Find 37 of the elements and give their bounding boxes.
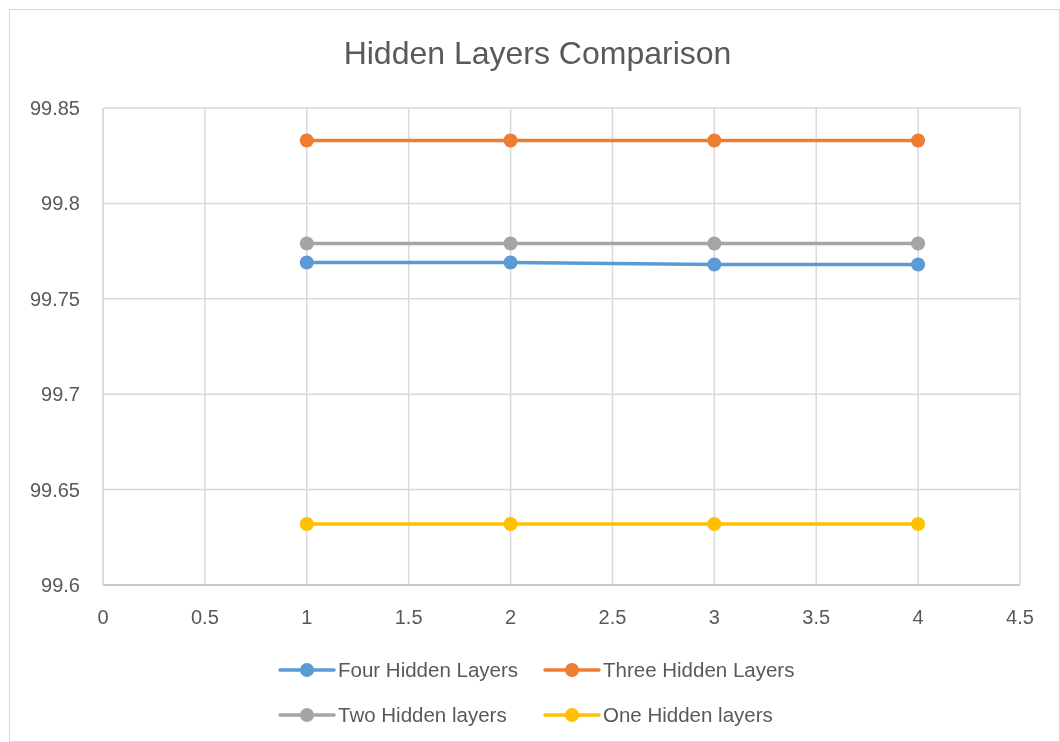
x-tick-label: 2 [504,606,517,628]
x-tick-label: 0.5 [190,606,219,628]
point [707,257,722,272]
point [299,516,314,531]
point [299,236,314,251]
y-tick-label: 99.75 [29,287,80,310]
x-tick-label: 4 [912,606,924,628]
point [503,516,518,531]
x-tick-label: 1.5 [394,606,423,628]
y-tick-label: 99.65 [29,478,80,501]
legend-label: Two Hidden layers [338,703,507,727]
legend-label: Four Hidden Layers [338,658,519,682]
legend-label: Three Hidden Layers [603,658,795,682]
point [503,133,518,148]
point [299,133,314,148]
point [503,255,518,270]
legend-label: One Hidden layers [603,703,773,727]
point [503,236,518,251]
point [911,257,926,272]
chart-title: Hidden Layers Comparison [343,35,732,72]
y-tick-label: 99.7 [41,383,80,406]
y-tick-label: 99.8 [41,192,80,215]
point [299,255,314,270]
point [911,236,926,251]
x-tick-label: 1 [301,606,313,628]
y-tick-label: 99.6 [41,574,80,596]
x-tick-label: 3 [708,606,720,628]
x-tick-label: 0 [97,606,109,628]
point [911,516,926,531]
point [707,236,722,251]
point [911,133,926,148]
x-tick-label: 2.5 [598,606,627,628]
point [707,133,722,148]
y-tick-label: 99.85 [29,97,80,119]
x-tick-label: 3.5 [802,606,831,628]
point [707,516,722,531]
x-tick-label: 4.5 [1006,606,1034,628]
